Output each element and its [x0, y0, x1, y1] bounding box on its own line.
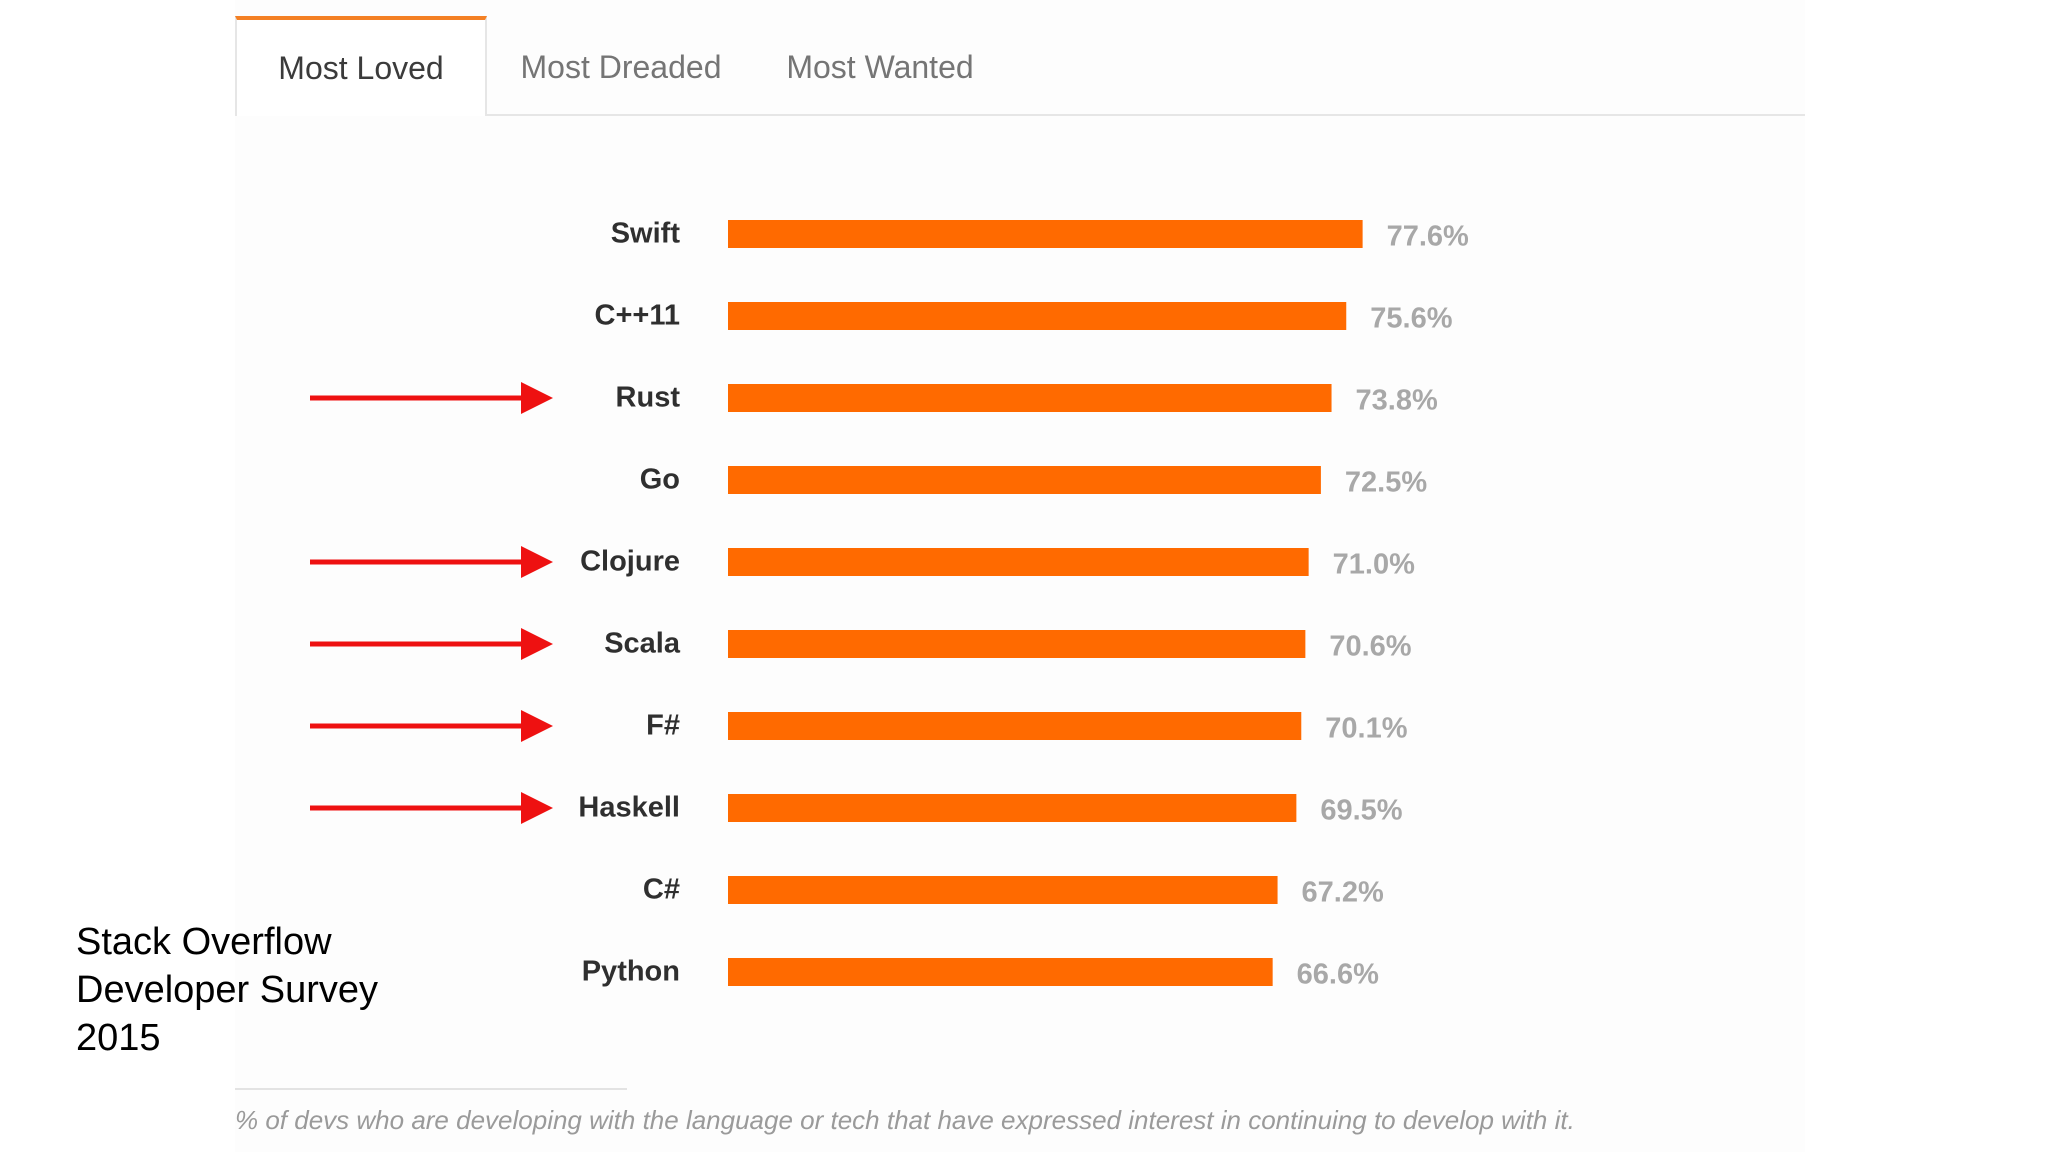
category-label-cpp11: C++11 — [595, 300, 680, 332]
tab-most-dreaded[interactable]: Most Dreaded — [520, 48, 722, 85]
bar-clojure — [728, 548, 1309, 576]
value-label-c-sharp: 67.2% — [1302, 877, 1384, 909]
bar-go — [728, 466, 1321, 494]
highlight-arrow-icon — [310, 546, 553, 578]
tab-bar-divider — [235, 114, 1805, 116]
category-label-clojure: Clojure — [580, 546, 680, 578]
highlight-arrow-icon — [310, 792, 553, 824]
highlight-arrow-icon — [310, 628, 553, 660]
survey-caption: Stack Overflow Developer Survey 2015 — [76, 921, 379, 1059]
highlight-arrow-icon — [310, 382, 553, 414]
bar-cpp11 — [728, 302, 1347, 330]
bar-scala — [728, 630, 1306, 658]
category-label-rust: Rust — [616, 382, 681, 414]
category-label-go: Go — [640, 464, 680, 496]
category-label-f-sharp: F# — [646, 710, 680, 742]
tab-bar: Most Loved Most Dreaded Most Wanted — [235, 16, 1805, 116]
value-label-rust: 73.8% — [1356, 385, 1438, 417]
bar-swift — [728, 220, 1363, 248]
value-label-haskell: 69.5% — [1320, 795, 1402, 827]
highlight-arrow-icon — [310, 710, 553, 742]
value-label-clojure: 71.0% — [1333, 549, 1415, 581]
value-label-python: 66.6% — [1297, 959, 1379, 991]
bar-rust — [728, 384, 1332, 412]
footnote-divider — [235, 1088, 627, 1090]
chart-footnote: % of devs who are developing with the la… — [235, 1105, 1575, 1135]
category-label-python: Python — [582, 956, 680, 988]
bar-c-sharp — [728, 876, 1278, 904]
tab-most-wanted[interactable]: Most Wanted — [786, 48, 974, 85]
value-label-go: 72.5% — [1345, 467, 1427, 499]
value-label-swift: 77.6% — [1387, 221, 1469, 253]
category-label-c-sharp: C# — [643, 874, 680, 906]
bar-python — [728, 958, 1273, 986]
category-label-haskell: Haskell — [578, 792, 680, 824]
value-label-cpp11: 75.6% — [1370, 303, 1452, 335]
value-label-scala: 70.6% — [1329, 631, 1411, 663]
bar-haskell — [728, 794, 1297, 822]
bar-f-sharp — [728, 712, 1302, 740]
tab-most-loved[interactable]: Most Loved — [235, 16, 487, 116]
category-label-swift: Swift — [611, 218, 681, 250]
category-label-scala: Scala — [604, 628, 681, 660]
value-label-f-sharp: 70.1% — [1325, 713, 1407, 745]
